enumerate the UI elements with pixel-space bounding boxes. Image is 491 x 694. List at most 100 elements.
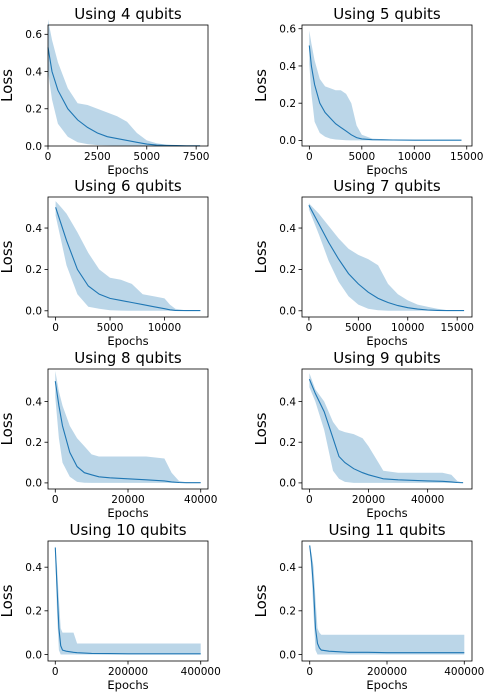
y-tick-label: 0.4 [25,223,42,235]
y-tick-label: 0.2 [279,606,296,618]
y-tick-label: 0.2 [25,104,42,116]
y-axis-label: Loss [0,240,16,273]
y-axis-label: Loss [0,69,16,102]
x-axis-label: Epochs [107,678,148,692]
mean-loss-line [54,547,201,655]
y-axis-label: Loss [252,412,270,445]
subplot-title: Using 8 qubits [74,349,182,367]
x-tick-label: 400000 [181,666,221,678]
subplot-title: Using 9 qubits [333,349,441,367]
mean-loss-line [54,381,201,484]
x-tick-label: 40000 [184,494,217,506]
x-tick-label: 7500 [183,151,210,163]
subplot-4: Using 7 qubits Epochs Loss 0 5000 10000 15000 0… [252,177,474,348]
mean-loss-line [55,207,201,312]
loss-std-band [55,201,201,311]
x-tick-label: 0 [52,322,59,334]
x-tick-label: 0 [306,666,313,678]
x-tick-label: 5000 [348,151,375,163]
subplot-title: Using 5 qubits [333,5,441,23]
x-tick-label: 2500 [84,151,111,163]
y-tick-label: 0.2 [279,437,296,449]
x-axis-label: Epochs [366,506,407,520]
subplot-2: Using 5 qubits Epochs Loss 0 5000 10000 15000 0… [252,5,483,177]
x-tick-label: 0 [52,494,59,506]
x-axis-label: Epochs [107,506,148,520]
loss-std-band [309,373,464,483]
mean-loss-line [309,545,465,654]
y-tick-label: 0.0 [25,306,42,318]
x-tick-label: 200000 [108,666,148,678]
y-tick-label: 0.4 [25,396,42,408]
y-tick-label: 0.0 [25,141,42,153]
mean-loss-line [308,205,465,312]
subplot-title: Using 11 qubits [328,521,445,539]
loss-std-band [308,203,465,311]
subplot-6: Using 9 qubits Epochs Loss 0 20000 40000 0.0 0.… [252,349,473,520]
subplot-5: Using 8 qubits Epochs Loss 0 20000 40000 0.0 0.… [0,349,217,520]
loss-std-band [48,19,201,146]
y-tick-label: 0.6 [25,29,42,41]
y-tick-label: 0.4 [279,396,296,408]
x-tick-label: 400000 [444,666,484,678]
subplot-title: Using 6 qubits [74,177,182,195]
y-tick-label: 0.0 [279,306,296,318]
x-tick-label: 10000 [391,322,424,334]
y-tick-label: 0.4 [25,66,42,78]
loss-std-band [309,30,462,141]
subplot-title: Using 7 qubits [333,177,441,195]
loss-std-band [55,545,201,655]
x-axis-label: Epochs [107,334,148,348]
plot-frame [47,196,209,318]
mean-loss-line [308,378,464,484]
x-tick-label: 15000 [450,151,483,163]
y-axis-label: Loss [252,69,270,102]
x-tick-label: 5000 [345,322,372,334]
x-tick-label: 0 [306,322,313,334]
plot-frame [47,24,209,147]
y-axis-label: Loss [252,584,270,617]
y-axis-label: Loss [0,584,16,617]
subplot-title: Using 10 qubits [69,521,186,539]
subplot-title: Using 4 qubits [74,5,182,23]
x-axis-label: Epochs [366,678,407,692]
plot-frame [301,368,473,490]
y-tick-label: 0.6 [279,24,296,36]
plot-frame [301,24,473,147]
y-tick-label: 0.0 [25,478,42,490]
x-tick-label: 20000 [111,494,144,506]
x-tick-label: 40000 [411,494,444,506]
y-tick-label: 0.2 [279,264,296,276]
loss-std-band [55,371,201,483]
subplot-8: Using 11 qubits Epochs Loss 0 200000 400000 0.… [252,521,484,692]
x-tick-label: 0 [45,151,52,163]
x-tick-label: 200000 [367,666,407,678]
y-tick-label: 0.0 [279,478,296,490]
mean-loss-line [47,47,201,147]
x-axis-label: Epochs [366,334,407,348]
y-tick-label: 0.0 [279,135,296,147]
x-tick-label: 5000 [97,322,124,334]
x-tick-label: 15000 [440,322,473,334]
y-tick-label: 0.2 [25,606,42,618]
y-tick-label: 0.4 [279,562,296,574]
y-tick-label: 0.2 [279,98,296,110]
subplot-7: Using 10 qubits Epochs Loss 0 200000 400000 0.… [0,521,221,692]
x-axis-label: Epochs [107,163,148,177]
y-tick-label: 0.4 [279,61,296,73]
x-tick-label: 10000 [148,322,181,334]
y-tick-label: 0.0 [25,649,42,661]
y-axis-label: Loss [252,240,270,273]
x-tick-label: 0 [52,666,59,678]
y-tick-label: 0.2 [25,437,42,449]
y-tick-label: 0.2 [25,264,42,276]
y-axis-label: Loss [0,412,16,445]
x-axis-label: Epochs [366,163,407,177]
mean-loss-line [308,45,462,141]
subplot-3: Using 6 qubits Epochs Loss 0 5000 10000 0.0 0.2… [0,177,209,348]
plot-frame [301,196,473,318]
x-tick-label: 10000 [398,151,431,163]
y-tick-label: 0.4 [25,562,42,574]
x-tick-label: 0 [306,151,313,163]
